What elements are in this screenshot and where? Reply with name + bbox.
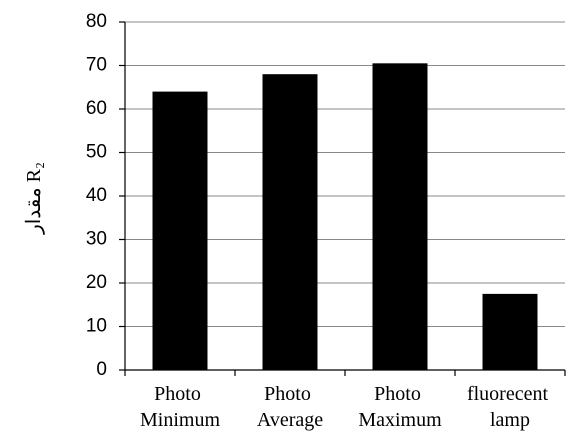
- x-tick-label: Photo Maximum: [358, 383, 442, 431]
- y-axis-label: مقدار R₂: [23, 162, 45, 235]
- x-tick-label: Photo Average: [257, 383, 323, 431]
- bar: [152, 91, 208, 370]
- bar: [372, 63, 428, 370]
- x-tick-label-line: Minimum: [140, 409, 220, 431]
- x-tick-label-line: Average: [257, 409, 323, 431]
- y-tick-label: 10: [86, 316, 107, 337]
- y-tick-label: 0: [96, 359, 107, 380]
- x-tick-label-line: lamp: [490, 409, 530, 431]
- x-tick-label-line: Photo: [264, 383, 316, 405]
- y-tick-label: 20: [86, 272, 107, 293]
- y-tick-label: 80: [86, 11, 107, 32]
- y-tick-label: 30: [86, 229, 107, 250]
- y-tick-label: 50: [86, 142, 107, 163]
- bar: [262, 74, 318, 370]
- x-tick-label: Photo Minimum: [140, 383, 220, 431]
- x-tick-label: fluorecent lamp: [467, 383, 553, 431]
- x-tick-label-line: Maximum: [358, 409, 442, 431]
- y-tick-label: 60: [86, 98, 107, 119]
- bar: [482, 293, 538, 370]
- x-tick-label-line: Photo: [374, 383, 426, 405]
- y-tick-label: 70: [86, 55, 107, 76]
- x-tick-label-line: fluorecent: [467, 383, 553, 405]
- x-tick-label-line: Photo: [154, 383, 206, 405]
- y-tick-label: 40: [86, 185, 107, 206]
